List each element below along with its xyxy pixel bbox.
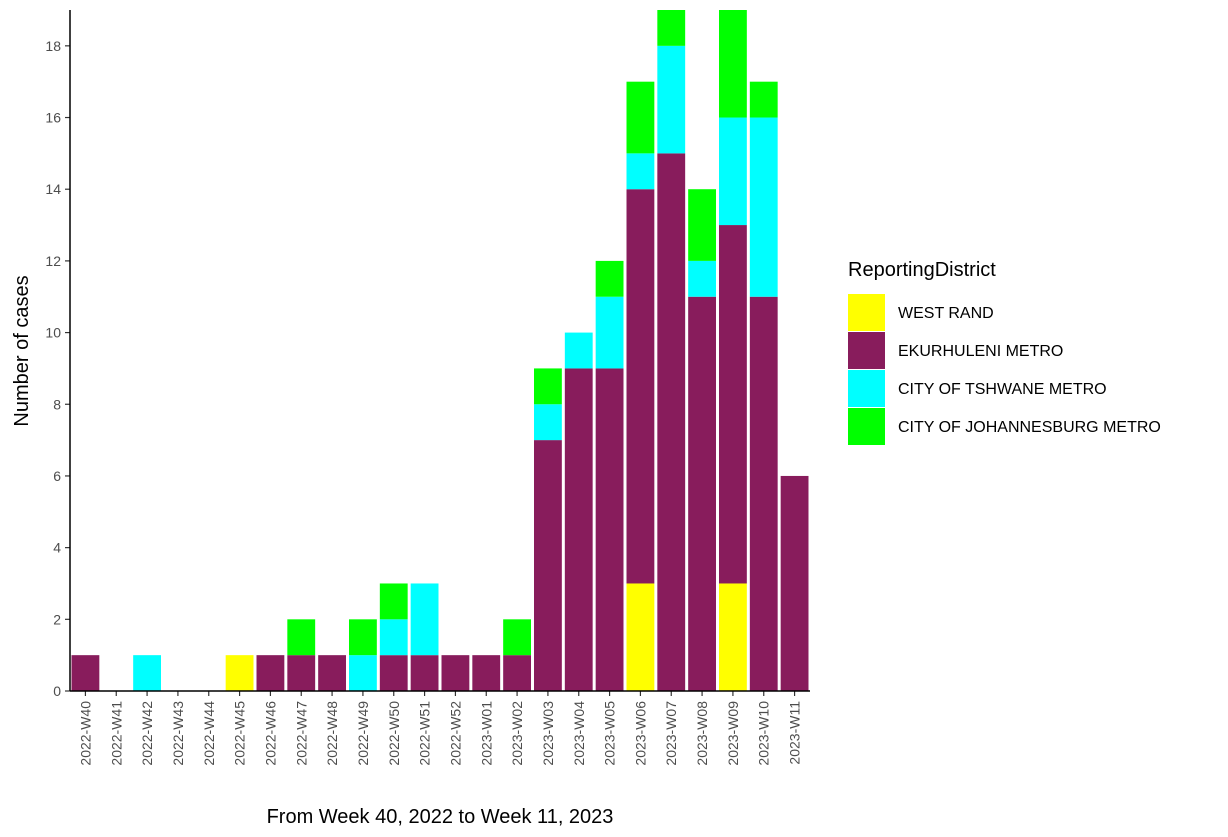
- y-tick-label: 10: [45, 325, 61, 341]
- x-tick-label: 2023-W08: [694, 701, 710, 766]
- bar-segment-2023-w07-s1: [657, 153, 686, 691]
- x-tick-label: 2022-W52: [447, 701, 463, 766]
- legend-label: CITY OF JOHANNESBURG METRO: [898, 419, 1161, 436]
- x-axis-title: From Week 40, 2022 to Week 11, 2023: [267, 806, 614, 828]
- bar-segment-2022-w50-s1: [379, 655, 408, 691]
- x-tick-label: 2022-W50: [386, 701, 402, 766]
- x-tick-label: 2022-W40: [77, 701, 93, 766]
- bar-segment-2022-w52-s1: [441, 655, 470, 691]
- bar-segment-2022-w48-s1: [318, 655, 346, 691]
- x-tick-label: 2022-W44: [201, 701, 217, 766]
- x-tick-label: 2022-W48: [324, 701, 340, 766]
- x-tick-label: 2023-W06: [632, 701, 648, 766]
- bar-segment-2023-w05-s2: [595, 296, 624, 369]
- bar-segment-2023-w05-s1: [595, 368, 624, 691]
- bar-segment-2023-w10-s2: [749, 117, 778, 297]
- legend-label: CITY OF TSHWANE METRO: [898, 381, 1107, 398]
- bar-segment-2022-w51-s2: [410, 583, 439, 656]
- x-tick-label: 2023-W05: [602, 701, 618, 766]
- y-tick-label: 6: [53, 468, 61, 484]
- x-tick-label: 2023-W02: [509, 701, 525, 766]
- y-axis-title: Number of cases: [11, 275, 33, 426]
- bar-segment-2022-w49-s3: [349, 619, 377, 656]
- bar-segment-2022-w49-s2: [349, 655, 377, 691]
- legend-swatch: [848, 370, 885, 407]
- bar-segment-2022-w47-s3: [287, 619, 316, 656]
- legend-label: EKURHULENI METRO: [898, 343, 1063, 360]
- bar-segment-2023-w06-s0: [626, 583, 655, 691]
- y-tick-label: 14: [45, 181, 61, 197]
- y-tick-label: 8: [53, 396, 61, 412]
- x-tick-label: 2022-W43: [170, 701, 186, 766]
- x-tick-label: 2023-W10: [756, 701, 772, 766]
- legend-label: WEST RAND: [898, 305, 994, 322]
- bars-layer: [71, 10, 809, 691]
- bar-segment-2022-w42-s2: [133, 655, 161, 691]
- bar-segment-2023-w02-s1: [503, 655, 531, 691]
- bar-segment-2022-w46-s1: [256, 655, 285, 691]
- x-tick-label: 2022-W45: [232, 701, 248, 766]
- x-tick-label: 2023-W03: [540, 701, 556, 766]
- bar-segment-2023-w10-s1: [749, 296, 778, 691]
- bar-segment-2023-w07-s3: [657, 10, 686, 46]
- legend: ReportingDistrict WEST RAND EKURHULENI ME…: [848, 259, 1161, 445]
- x-tick-label: 2022-W49: [355, 701, 371, 766]
- bar-segment-2023-w09-s0: [719, 583, 747, 691]
- bar-segment-2023-w06-s2: [626, 153, 655, 190]
- x-tick-label: 2023-W07: [663, 701, 679, 766]
- y-tick-label: 12: [45, 253, 61, 269]
- legend-swatch: [848, 294, 885, 331]
- bar-segment-2023-w10-s3: [749, 81, 778, 118]
- y-tick-label: 18: [45, 38, 61, 54]
- bar-segment-2023-w01-s1: [472, 655, 501, 691]
- bar-segment-2022-w50-s2: [379, 619, 408, 656]
- bar-segment-2023-w08-s2: [688, 260, 716, 297]
- y-tick-label: 4: [53, 540, 61, 556]
- bar-segment-2023-w03-s1: [534, 440, 562, 691]
- y-tick-label: 2: [53, 611, 61, 627]
- x-tick-label: 2022-W41: [108, 701, 124, 766]
- bar-segment-2022-w50-s3: [379, 583, 408, 620]
- x-axis-ticks: 2022-W40 2022-W41 2022-W42 2022-W43 2022-W44…: [77, 691, 803, 766]
- x-tick-label: 2023-W04: [571, 701, 587, 766]
- bar-segment-2022-w45-s0: [225, 655, 254, 691]
- bar-segment-2023-w08-s1: [688, 296, 716, 691]
- bar-segment-2023-w03-s2: [534, 404, 562, 441]
- bar-segment-2023-w03-s3: [534, 368, 562, 405]
- y-tick-label: 16: [45, 110, 61, 126]
- x-tick-label: 2022-W51: [417, 701, 433, 766]
- x-tick-label: 2023-W09: [725, 701, 741, 766]
- bar-segment-2023-w05-s3: [595, 260, 624, 297]
- x-tick-label: 2023-W01: [478, 701, 494, 766]
- bar-segment-2023-w09-s2: [719, 117, 747, 226]
- legend-swatch: [848, 332, 885, 369]
- bar-segment-2023-w07-s2: [657, 45, 686, 154]
- bar-segment-2022-w40-s1: [71, 655, 100, 691]
- bar-segment-2023-w04-s1: [564, 368, 593, 691]
- x-tick-label: 2022-W47: [293, 701, 309, 766]
- y-axis-ticks: 0 2 4 6 8 10 12 14 16 18: [45, 38, 70, 699]
- bar-segment-2023-w04-s2: [564, 332, 593, 369]
- bar-segment-2023-w09-s1: [719, 225, 747, 584]
- bar-segment-2023-w09-s3: [719, 10, 747, 118]
- x-tick-label: 2022-W42: [139, 701, 155, 766]
- bar-segment-2023-w06-s1: [626, 189, 655, 584]
- legend-swatch: [848, 408, 885, 445]
- bar-segment-2023-w02-s3: [503, 619, 531, 656]
- bar-segment-2023-w11-s1: [780, 475, 809, 691]
- x-tick-label: 2023-W11: [787, 701, 803, 765]
- y-tick-label: 0: [53, 683, 61, 699]
- bar-segment-2022-w51-s1: [410, 655, 439, 691]
- bar-segment-2022-w47-s1: [287, 655, 316, 691]
- bar-segment-2023-w06-s3: [626, 81, 655, 154]
- x-tick-label: 2022-W46: [262, 701, 278, 766]
- legend-title: ReportingDistrict: [848, 259, 996, 281]
- bar-segment-2023-w08-s3: [688, 189, 716, 261]
